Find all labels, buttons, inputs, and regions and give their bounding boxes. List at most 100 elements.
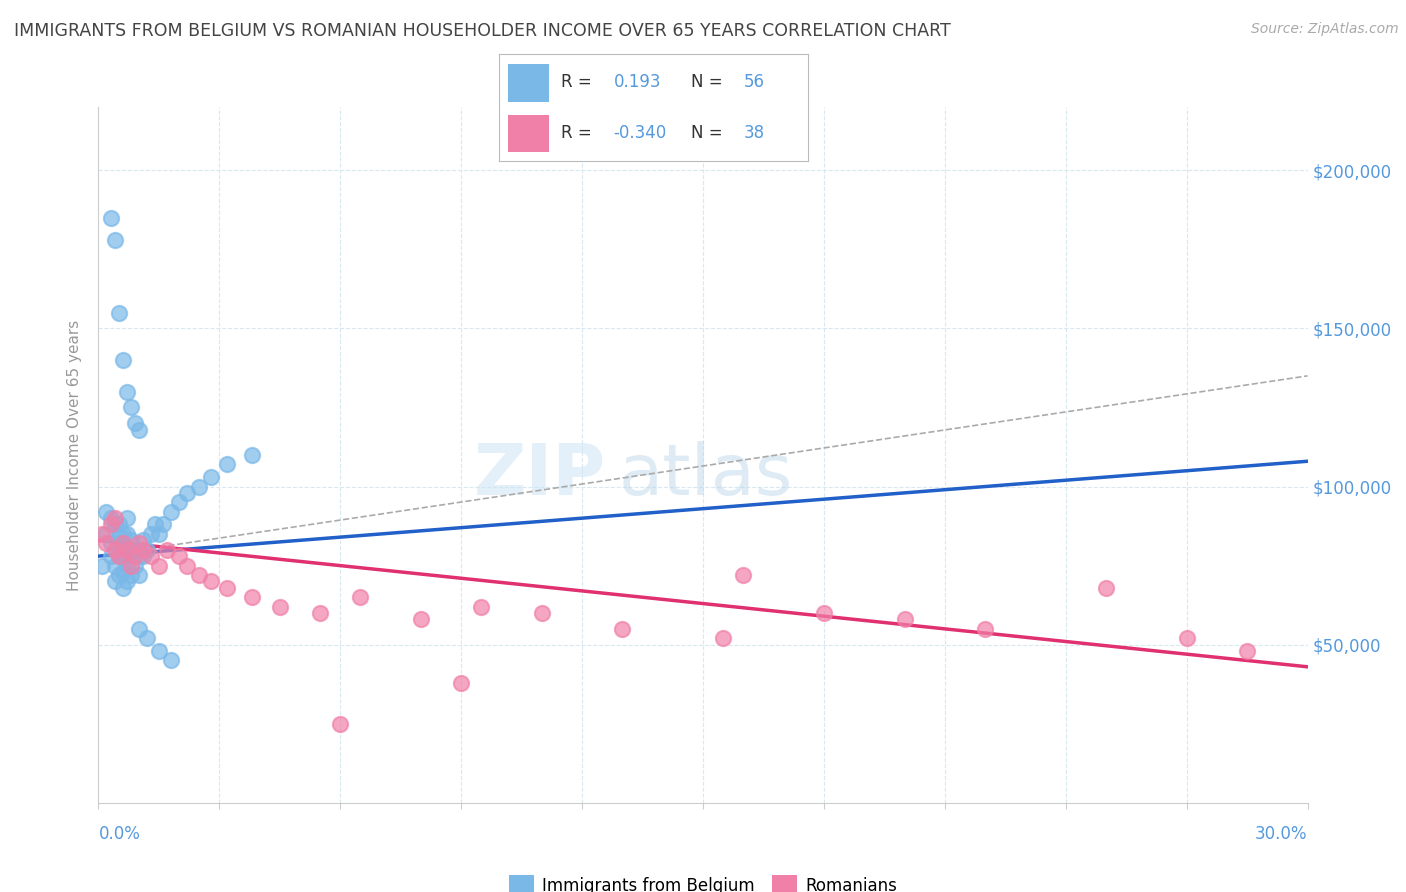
Point	[103, 517, 125, 532]
Point	[115, 558, 138, 573]
Point	[128, 423, 150, 437]
Point	[176, 558, 198, 573]
Point	[240, 591, 263, 605]
Point	[107, 305, 129, 319]
Point	[143, 517, 166, 532]
Text: R =: R =	[561, 124, 592, 142]
Text: N =: N =	[690, 124, 723, 142]
Y-axis label: Householder Income Over 65 years: Householder Income Over 65 years	[67, 319, 83, 591]
Point	[139, 549, 162, 563]
Point	[269, 599, 291, 614]
Point	[200, 574, 222, 589]
Point	[176, 486, 198, 500]
Text: IMMIGRANTS FROM BELGIUM VS ROMANIAN HOUSEHOLDER INCOME OVER 65 YEARS CORRELATION: IMMIGRANTS FROM BELGIUM VS ROMANIAN HOUS…	[14, 22, 950, 40]
Point	[1236, 644, 1258, 658]
Point	[107, 536, 129, 550]
Point	[711, 632, 734, 646]
Point	[813, 606, 835, 620]
Point	[96, 536, 118, 550]
Point	[120, 568, 142, 582]
Point	[1095, 581, 1118, 595]
Text: N =: N =	[690, 73, 723, 91]
Point	[103, 511, 125, 525]
Point	[96, 505, 118, 519]
Point	[160, 505, 183, 519]
Point	[91, 558, 114, 573]
Point	[128, 568, 150, 582]
Point	[135, 632, 157, 646]
Point	[152, 517, 174, 532]
Point	[91, 527, 114, 541]
Point	[115, 384, 138, 399]
Text: ZIP: ZIP	[474, 442, 606, 510]
Point	[128, 622, 150, 636]
Point	[103, 574, 125, 589]
Point	[135, 542, 157, 557]
Point	[111, 581, 134, 595]
Text: Source: ZipAtlas.com: Source: ZipAtlas.com	[1251, 22, 1399, 37]
Point	[100, 211, 122, 225]
Point	[200, 470, 222, 484]
Point	[115, 574, 138, 589]
Point	[1175, 632, 1198, 646]
Text: atlas: atlas	[619, 442, 793, 510]
Point	[115, 542, 138, 557]
Point	[124, 558, 146, 573]
Point	[309, 606, 332, 620]
Point	[100, 549, 122, 563]
Point	[217, 581, 239, 595]
Point	[132, 533, 155, 548]
Point	[120, 533, 142, 548]
Point	[733, 568, 755, 582]
Text: 56: 56	[744, 73, 765, 91]
Point	[167, 495, 190, 509]
Point	[132, 542, 155, 557]
Point	[120, 558, 142, 573]
Point	[120, 401, 142, 415]
Point	[974, 622, 997, 636]
Point	[111, 353, 134, 368]
Text: 0.0%: 0.0%	[98, 825, 141, 843]
Point	[329, 716, 352, 731]
Point	[103, 233, 125, 247]
Point	[107, 549, 129, 563]
Point	[240, 448, 263, 462]
Point	[217, 458, 239, 472]
Point	[115, 511, 138, 525]
Point	[107, 568, 129, 582]
Point	[124, 417, 146, 431]
Point	[115, 527, 138, 541]
Point	[111, 536, 134, 550]
Point	[103, 558, 125, 573]
Point	[139, 527, 162, 541]
Point	[107, 527, 129, 541]
Point	[100, 536, 122, 550]
Point	[148, 644, 170, 658]
Point	[107, 549, 129, 563]
Point	[167, 549, 190, 563]
Point	[107, 517, 129, 532]
Point	[103, 542, 125, 557]
Point	[160, 653, 183, 667]
Point	[128, 536, 150, 550]
Point	[530, 606, 553, 620]
Point	[470, 599, 492, 614]
Point	[111, 549, 134, 563]
Point	[188, 568, 211, 582]
Text: 0.193: 0.193	[613, 73, 661, 91]
Point	[128, 549, 150, 563]
Text: -0.340: -0.340	[613, 124, 666, 142]
Point	[156, 542, 179, 557]
Point	[124, 542, 146, 557]
Text: R =: R =	[561, 73, 592, 91]
Point	[132, 549, 155, 563]
Point	[96, 527, 118, 541]
Point	[349, 591, 371, 605]
Point	[100, 511, 122, 525]
Point	[115, 542, 138, 557]
Bar	[509, 64, 548, 102]
Point	[120, 549, 142, 563]
Point	[148, 558, 170, 573]
Bar	[509, 114, 548, 152]
Text: 38: 38	[744, 124, 765, 142]
